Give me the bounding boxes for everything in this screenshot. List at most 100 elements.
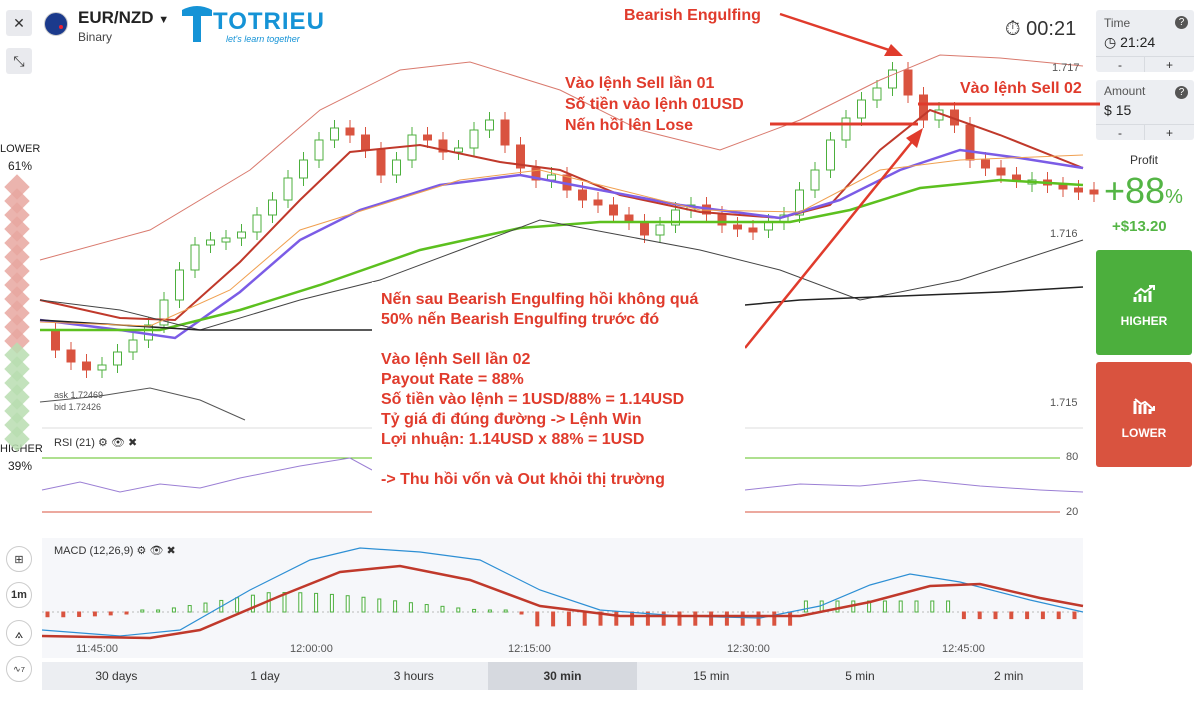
macd-bar [187,605,192,613]
candle [1089,189,1099,195]
candle [221,237,231,243]
candle [578,189,587,201]
candle [640,221,649,236]
note-line [381,450,698,470]
macd-bar [140,609,145,613]
macd-bar [756,611,761,626]
candle [330,127,339,141]
time-box[interactable]: Time ? ◷ 21:24 - + [1096,10,1194,72]
indicators-button[interactable]: ⊞ [6,546,32,572]
tf-3-hours[interactable]: 3 hours [393,669,434,683]
price-label-3: 1.715 [1050,397,1078,409]
macd-bar [772,611,777,626]
macd-bar [345,595,350,613]
candle [826,139,835,171]
macd-title[interactable]: MACD (12,26,9) ⚙ 👁 ✖ [54,545,176,557]
asset-type: Binary [78,30,113,44]
candle [593,199,603,206]
profit-amount: +$13.20 [1112,218,1167,235]
rsi-level-20: 20 [1066,506,1079,518]
amount-value[interactable]: $ 15 [1104,102,1132,118]
macd-bar [740,611,745,626]
higher-label: HIGHER [1120,314,1168,328]
price-label-1: 1.717 [1052,62,1080,74]
candle [423,134,432,141]
macd-bar [977,611,982,620]
amount-plus-button[interactable]: + [1145,124,1194,140]
sentiment-marker [4,272,30,298]
macd-bar [614,611,619,626]
candle [361,134,370,151]
candle [1012,174,1021,181]
ask-price: ask 1.72469 [54,390,104,400]
time-value: ◷ 21:24 [1104,34,1156,50]
drawing-tool-button[interactable]: ⟑ [6,620,32,646]
macd-bar [898,600,903,613]
amount-minus-button[interactable]: - [1096,124,1145,140]
tf-30-min[interactable]: 30 min [488,662,637,690]
candle [872,87,882,101]
macd-bar [92,611,97,617]
profit-label: Profit [1130,153,1159,167]
macd-bar [203,602,208,613]
rsi-level-80: 80 [1066,451,1079,463]
help-icon[interactable]: ? [1175,86,1188,99]
macd-bar [329,593,334,613]
eye-icon: 👁 [110,437,125,449]
candle [51,329,60,351]
rsi-title[interactable]: RSI (21) ⚙ 👁 ✖ [54,437,138,449]
sentiment-marker [4,398,30,424]
sentiment-marker [4,328,30,354]
candle [965,124,975,161]
arrow-head [906,128,923,148]
macd-bar [314,592,319,613]
tf-5-min[interactable]: 5 min [845,669,875,683]
candle [206,239,215,246]
asset-selector[interactable]: EUR/NZD ▼ [78,8,169,28]
candle [485,119,494,131]
note-arrow [744,137,916,349]
tf-1-day[interactable]: 1 day [250,669,280,683]
tf-15-min[interactable]: 15 min [693,669,730,683]
gear-icon: ⚙ [98,437,108,449]
trend-down-icon [1133,398,1155,414]
drawings-button[interactable]: ∿ 7 [6,656,32,682]
lower-band-tail [39,387,246,421]
note-line: Vào lệnh Sell lần 02 [381,351,531,368]
candle [345,127,355,136]
amount-box[interactable]: Amount ? $ 15 - + [1096,80,1194,140]
candle [407,134,417,161]
close-chart-button[interactable]: ✕ [6,10,32,36]
macd-bar [914,600,919,613]
candle [376,149,386,176]
profit-percent: +88% [1104,170,1183,211]
help-icon[interactable]: ? [1175,16,1188,29]
drawings-count: 7 [20,664,25,674]
macd-bar [472,608,477,613]
close-icon: ✖ [128,437,138,449]
amount-label: Amount [1104,84,1146,98]
candle [97,364,107,371]
macd-bar [961,611,966,620]
interval-button[interactable]: 1m [6,582,32,608]
time-plus-button[interactable]: + [1145,56,1194,72]
candle [175,269,184,301]
tf-30-days[interactable]: 30 days [95,669,138,683]
time-minus-button[interactable]: - [1096,56,1145,72]
higher-button[interactable]: HIGHER [1096,250,1192,355]
time-label: Time [1104,16,1131,30]
macd-bar [298,592,303,613]
macd-bar [693,611,698,626]
lower-button[interactable]: LOWER [1096,362,1192,467]
candle [748,227,758,233]
macd-bar [946,600,951,613]
collapse-button[interactable]: ⤡ [6,48,32,74]
candle [516,144,525,169]
macd-bar [171,607,176,613]
arrow-head [884,44,903,56]
gear-icon: ⚙ [136,545,147,557]
macd-bar [630,611,635,626]
asset-name: EUR/NZD [78,8,154,27]
candle [500,119,510,146]
tf-2-min[interactable]: 2 min [994,669,1024,683]
